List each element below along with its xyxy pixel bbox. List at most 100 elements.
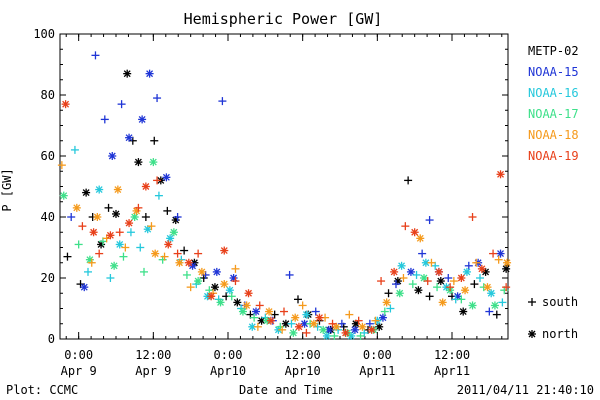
data-point-south xyxy=(255,301,264,310)
data-point-north xyxy=(212,267,221,276)
data-point-south xyxy=(302,328,311,337)
data-point-north xyxy=(302,310,311,319)
series-noaa-15 xyxy=(67,51,505,334)
data-point-south xyxy=(141,213,150,221)
data-point-south xyxy=(464,261,473,270)
data-point-north xyxy=(166,234,175,243)
data-point-south xyxy=(121,243,130,252)
data-point-south xyxy=(87,258,96,267)
data-point-south xyxy=(227,292,236,301)
data-point-south xyxy=(100,115,109,124)
data-point-south xyxy=(173,213,182,221)
data-point-north xyxy=(358,322,367,331)
data-point-south xyxy=(147,222,156,231)
series-metp-02 xyxy=(63,69,511,334)
data-point-south xyxy=(311,307,320,316)
data-point-north xyxy=(406,267,415,276)
legend-entry-metp-02: METP-02 xyxy=(528,44,579,58)
data-point-south xyxy=(67,213,76,221)
data-point-south xyxy=(250,313,259,322)
data-point-north xyxy=(112,209,120,218)
data-point-north xyxy=(434,267,443,276)
data-point-north xyxy=(164,240,173,249)
legend-entry-noaa-16: NOAA-16 xyxy=(528,86,579,100)
data-point-north xyxy=(468,301,477,310)
data-point-north xyxy=(410,228,419,237)
data-point-south xyxy=(180,246,189,255)
data-point-north xyxy=(184,258,193,267)
footer-plot-credit: Plot: CCMC xyxy=(6,383,78,397)
data-point-north xyxy=(459,307,468,316)
data-point-north xyxy=(110,261,119,270)
data-point-south xyxy=(63,252,72,261)
data-point-south xyxy=(285,270,294,279)
data-point-north xyxy=(502,264,511,273)
data-point-south xyxy=(408,280,417,289)
legend-marker-south xyxy=(528,298,536,306)
data-point-south xyxy=(418,249,427,258)
data-point-south xyxy=(502,283,511,292)
data-point-north xyxy=(151,249,160,258)
data-point-north xyxy=(194,277,203,286)
data-point-north xyxy=(207,292,216,301)
x-tick-label-date: Apr10 xyxy=(285,364,321,378)
data-point-south xyxy=(294,295,302,304)
data-point-north xyxy=(322,331,331,340)
data-point-north xyxy=(210,283,219,292)
y-tick-label: 40 xyxy=(41,210,55,224)
data-point-south xyxy=(119,252,128,261)
data-point-south xyxy=(449,277,458,286)
data-point-north xyxy=(503,258,512,267)
x-tick-label-time: 0:00 xyxy=(64,348,93,362)
data-point-south xyxy=(371,316,380,325)
legend-marker-north xyxy=(528,330,536,338)
data-point-north xyxy=(252,307,260,316)
data-point-north xyxy=(289,328,298,337)
data-point-south xyxy=(194,249,203,258)
data-point-south xyxy=(126,228,135,237)
data-point-north xyxy=(490,301,499,310)
chart-title: Hemispheric Power [GW] xyxy=(184,10,383,28)
data-point-south xyxy=(154,191,163,200)
data-point-north xyxy=(175,258,184,267)
data-point-south xyxy=(489,249,498,258)
data-point-north xyxy=(125,219,134,228)
data-point-north xyxy=(378,313,387,322)
data-point-north xyxy=(145,69,154,78)
data-point-south xyxy=(365,319,374,328)
data-point-south xyxy=(106,274,115,282)
data-point-south xyxy=(84,267,92,276)
x-tick-label-date: Apr10 xyxy=(210,364,246,378)
plot-area-frame xyxy=(59,33,509,340)
x-tick-label-time: 0:00 xyxy=(214,348,243,362)
data-point-north xyxy=(457,274,466,282)
data-point-north xyxy=(487,289,496,298)
data-point-north xyxy=(496,249,505,258)
data-point-north xyxy=(438,298,447,307)
data-point-south xyxy=(278,325,287,334)
x-tick-label-time: 0:00 xyxy=(363,348,392,362)
x-tick-label-date: Apr 9 xyxy=(135,364,171,378)
data-point-north xyxy=(108,152,117,160)
data-point-south xyxy=(104,203,113,212)
data-point-north xyxy=(113,185,122,194)
x-tick-label-date: Apr11 xyxy=(434,364,470,378)
x-tick-label-date: Apr11 xyxy=(359,364,395,378)
data-point-north xyxy=(248,322,257,331)
data-point-north xyxy=(106,231,115,240)
data-point-north xyxy=(395,289,404,298)
y-tick-label: 20 xyxy=(41,271,55,285)
x-tick-label-date: Apr 9 xyxy=(61,364,97,378)
data-point-north xyxy=(80,283,89,292)
data-point-south xyxy=(78,222,87,231)
data-point-north xyxy=(416,234,425,243)
data-point-south xyxy=(494,255,503,264)
data-point-south xyxy=(377,277,386,286)
data-point-north xyxy=(238,307,247,316)
data-point-south xyxy=(136,243,145,252)
data-point-south xyxy=(446,283,455,292)
data-point-north xyxy=(138,115,147,124)
data-point-south xyxy=(231,277,240,286)
series-noaa-16 xyxy=(70,145,507,340)
